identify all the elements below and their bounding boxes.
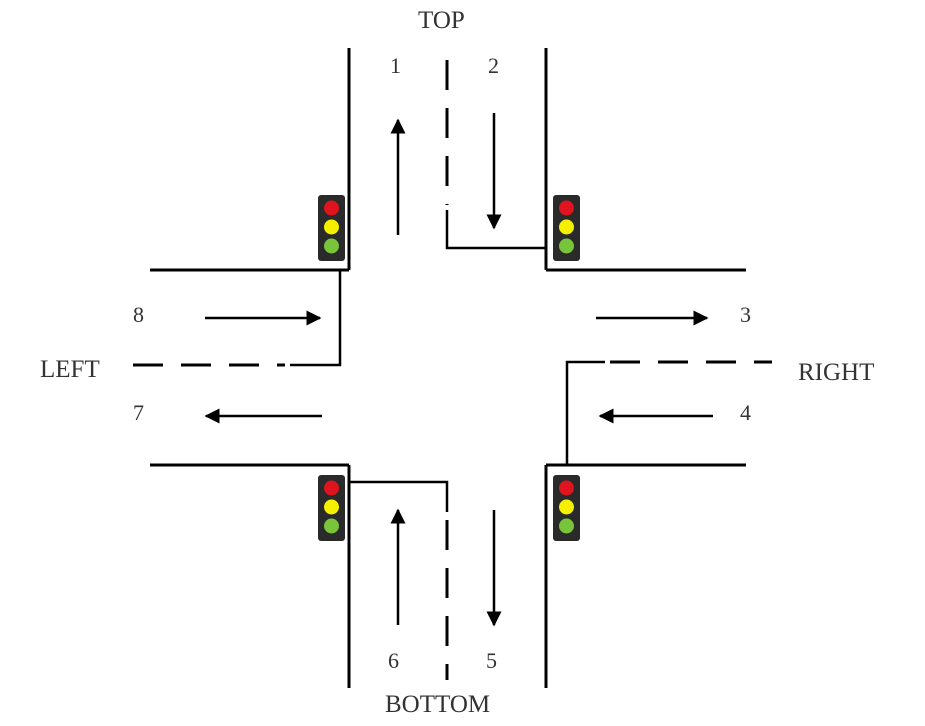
red-light-icon — [324, 480, 339, 496]
direction-label-top: TOP — [418, 7, 465, 34]
road-edges — [150, 48, 746, 688]
direction-label-left: LEFT — [40, 356, 100, 383]
lane-number-6: 6 — [388, 648, 399, 673]
yellow-light-icon — [559, 219, 574, 235]
red-light-icon — [324, 200, 339, 216]
red-light-icon — [559, 200, 574, 216]
lane-number-5: 5 — [486, 648, 497, 673]
yellow-light-icon — [324, 499, 339, 515]
green-light-icon — [324, 518, 339, 534]
lane-number-7: 7 — [133, 400, 144, 425]
lane-arrows — [204, 113, 713, 627]
bottom-stop-line — [349, 480, 449, 512]
stop-lines — [290, 210, 605, 512]
green-light-icon — [559, 518, 574, 534]
green-light-icon — [559, 238, 574, 254]
lane-number-3: 3 — [740, 302, 751, 327]
lane-number-8: 8 — [133, 302, 144, 327]
lane-number-4: 4 — [740, 400, 751, 425]
center-lines — [133, 60, 772, 680]
top-stop-line — [445, 210, 546, 250]
yellow-light-icon — [324, 219, 339, 235]
left-stop-line — [290, 270, 342, 367]
right-stop-line — [565, 360, 605, 465]
red-light-icon — [559, 480, 574, 496]
traffic-light-top-right — [553, 195, 580, 261]
direction-label-right: RIGHT — [798, 359, 875, 386]
green-light-icon — [324, 238, 339, 254]
traffic-light-top-left — [318, 195, 345, 261]
lane-number-1: 1 — [390, 53, 401, 78]
lane-number-2: 2 — [488, 53, 499, 78]
traffic-light-bottom-left — [318, 475, 345, 541]
yellow-light-icon — [559, 499, 574, 515]
traffic-light-bottom-right — [553, 475, 580, 541]
direction-label-bottom: BOTTOM — [385, 691, 491, 718]
